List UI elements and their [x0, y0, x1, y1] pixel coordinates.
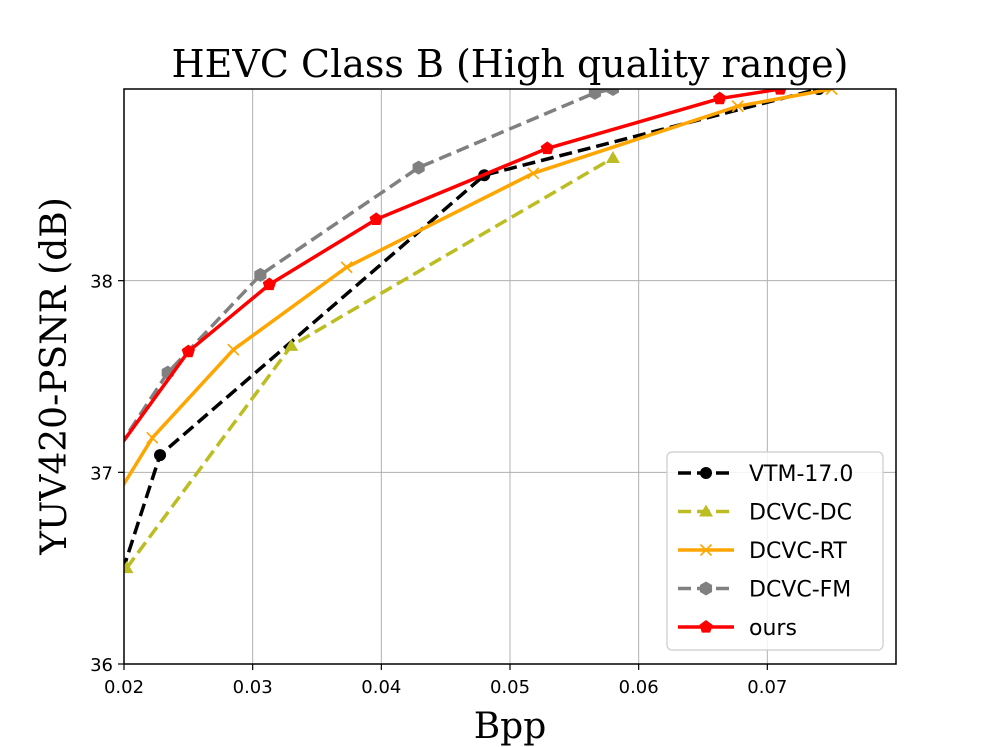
data-point-dcvc-fm — [412, 160, 425, 175]
data-point-dcvc-fm — [254, 267, 267, 282]
y-tick-label: 37 — [90, 463, 113, 484]
series-dcvc-rt — [90, 89, 838, 535]
legend-label-dcvc-dc: DCVC-DC — [749, 501, 852, 526]
data-point-dcvc-rt — [825, 89, 838, 96]
series-line-dcvc-dc — [125, 156, 614, 570]
legend-marker-vtm-17-0 — [700, 467, 712, 479]
data-point-dcvc-rt — [527, 167, 540, 180]
data-point-ours — [181, 344, 195, 358]
data-point-ours — [369, 212, 383, 225]
data-point-ours — [713, 91, 727, 105]
chart-title: HEVC Class B (High quality range) — [172, 42, 849, 86]
legend-entry-vtm-17-0: VTM-17.0 — [678, 462, 853, 487]
x-tick-label: 0.05 — [490, 677, 530, 698]
legend-marker-dcvc-dc — [699, 504, 713, 517]
data-point-dcvc-rt — [340, 261, 353, 274]
x-tick-label: 0.03 — [233, 677, 273, 698]
series-dcvc-fm — [124, 89, 619, 443]
data-point-ours — [540, 141, 554, 155]
data-point-dcvc-rt — [227, 343, 240, 356]
legend-label-ours: ours — [749, 616, 797, 641]
legend-label-vtm-17-0: VTM-17.0 — [749, 462, 853, 487]
y-axis-label: YUV420-PSNR (dB) — [34, 197, 75, 556]
data-point-dcvc-rt — [146, 431, 159, 444]
data-point-vtm-17-0 — [105, 601, 117, 613]
series-line-ours — [124, 89, 781, 444]
x-tick-label: 0.02 — [104, 677, 144, 698]
legend-entry-ours: ours — [678, 616, 797, 641]
x-axis-label: Bpp — [474, 706, 547, 747]
data-point-ours — [774, 89, 787, 95]
data-point-dcvc-dc — [606, 151, 620, 163]
x-tick-label: 0.04 — [361, 677, 401, 698]
data-point-dcvc-dc — [124, 561, 134, 574]
legend-label-dcvc-fm: DCVC-FM — [749, 578, 851, 603]
series-line-vtm-17-0 — [124, 89, 820, 573]
y-tick-label: 36 — [90, 655, 113, 676]
legend-box — [666, 451, 884, 651]
tick-labels: 0.02 0.03 0.04 0.05 0.06 0.07 36 37 38 — [90, 272, 787, 698]
y-tick-label: 38 — [90, 272, 113, 293]
data-point-dcvc-rt — [731, 100, 744, 113]
data-point-ours — [262, 277, 277, 291]
data-point-dcvc-dc — [284, 338, 299, 351]
plot-area — [90, 89, 838, 613]
data-point-vtm-17-0 — [154, 449, 167, 462]
series-dcvc-dc — [124, 151, 620, 574]
x-tick-label: 0.06 — [619, 677, 659, 698]
legend-marker-ours — [699, 620, 713, 633]
legend: VTM-17.0 DCVC-DC DCVC-RT DCVC-FM ours — [666, 451, 884, 651]
x-tick-label: 0.07 — [747, 677, 787, 698]
legend-marker-dcvc-rt — [699, 543, 713, 557]
data-point-dcvc-fm — [606, 89, 619, 96]
data-point-dcvc-fm — [588, 89, 601, 100]
legend-marker-dcvc-fm — [699, 581, 713, 596]
legend-entry-dcvc-fm: DCVC-FM — [678, 578, 851, 603]
legend-entry-dcvc-rt: DCVC-RT — [678, 539, 847, 564]
series-ours — [124, 89, 787, 448]
series-line-dcvc-fm — [124, 89, 614, 443]
data-point-ours — [124, 447, 125, 448]
data-point-dcvc-rt — [90, 524, 101, 535]
legend-entry-dcvc-dc: DCVC-DC — [678, 501, 852, 526]
legend-label-dcvc-rt: DCVC-RT — [749, 539, 847, 564]
